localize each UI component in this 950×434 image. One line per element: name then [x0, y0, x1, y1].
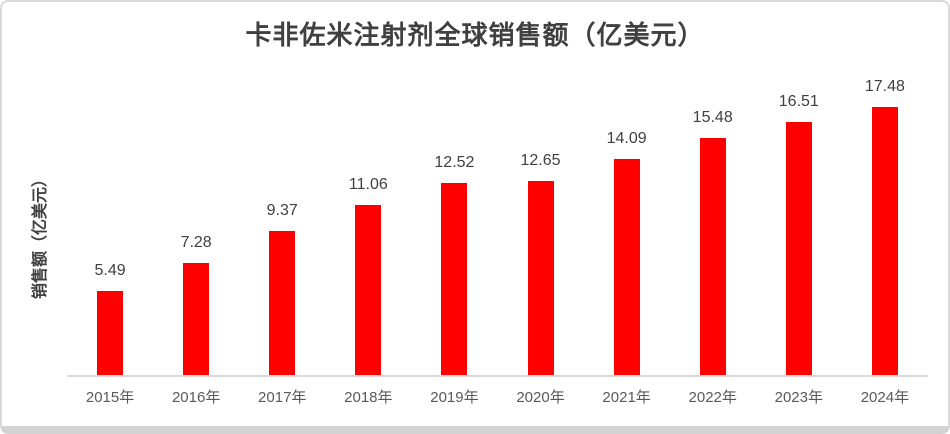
bar-group: 11.06 2018年 — [325, 60, 411, 406]
bar-group: 14.09 2021年 — [584, 60, 670, 406]
x-tick-label: 2018年 — [344, 389, 393, 406]
x-tick-label: 2019年 — [430, 389, 479, 406]
x-tick-label: 2017年 — [258, 389, 307, 406]
bar-value-label: 5.49 — [94, 262, 126, 279]
bar-value-label: 9.37 — [266, 202, 298, 219]
bar-group: 15.48 2022年 — [670, 60, 756, 406]
plot-area: 5.49 2015年 7.28 2016年 9.37 2017年 11.06 2018年 12.… — [67, 60, 928, 406]
bar-value-label: 7.28 — [180, 234, 212, 251]
bar — [269, 231, 296, 375]
bar-value-label: 15.48 — [692, 109, 733, 126]
bar-value-label: 11.06 — [348, 176, 388, 193]
bar — [97, 291, 124, 375]
x-tick-label: 2024年 — [860, 389, 910, 406]
bar-group: 12.52 2019年 — [411, 60, 497, 406]
y-axis-title: 销售额（亿美元） — [32, 170, 49, 300]
bar-group: 9.37 2017年 — [239, 60, 325, 406]
x-tick-label: 2016年 — [171, 389, 221, 406]
bar — [355, 205, 382, 375]
bar-group: 16.51 2023年 — [756, 60, 842, 406]
bar-value-label: 12.52 — [434, 154, 475, 171]
x-tick-label: 2023年 — [774, 389, 823, 406]
x-tick-label: 2020年 — [516, 389, 565, 406]
x-tick-label: 2015年 — [85, 389, 135, 406]
bar-value-label: 17.48 — [864, 78, 905, 95]
bar — [613, 159, 640, 375]
bar — [699, 138, 726, 375]
bar-group: 5.49 2015年 — [67, 60, 153, 406]
x-tick-label: 2021年 — [602, 389, 651, 406]
bar-value-label: 16.51 — [778, 93, 819, 110]
bar-group: 12.65 2020年 — [497, 60, 583, 406]
bar — [785, 122, 812, 375]
bar-value-label: 14.09 — [606, 130, 647, 147]
bar — [183, 263, 210, 375]
chart-title: 卡非佐米注射剂全球销售额（亿美元） — [245, 21, 705, 50]
bar — [527, 181, 554, 375]
bar — [871, 107, 898, 375]
x-tick-label: 2022年 — [688, 389, 737, 406]
bar-group: 7.28 2016年 — [153, 60, 239, 406]
bar-group: 17.48 2024年 — [842, 60, 928, 406]
bar-value-label: 12.65 — [520, 152, 561, 169]
bar — [441, 183, 468, 375]
